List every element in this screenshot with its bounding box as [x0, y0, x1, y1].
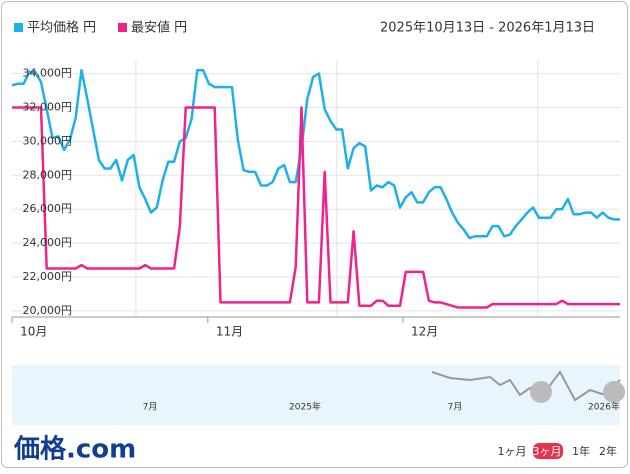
navigator-handle[interactable]: [530, 381, 552, 403]
x-tick-label: 12月: [411, 325, 438, 339]
x-tick-label: 10月: [20, 325, 47, 339]
y-tick-label: 26,000円: [23, 202, 73, 215]
range-button[interactable]: 2年: [599, 444, 617, 458]
range-button[interactable]: 3ヶ月: [533, 445, 562, 458]
legend-label[interactable]: 平均価格 円: [27, 20, 96, 36]
y-tick-label: 20,000円: [23, 304, 73, 317]
range-button[interactable]: 1ヶ月: [498, 445, 527, 458]
navigator-label: 2025年: [289, 401, 321, 413]
legend-swatch: [14, 23, 23, 32]
navigator: [12, 365, 620, 425]
navigator-label: 7月: [448, 402, 463, 413]
y-tick-label: 24,000円: [23, 236, 73, 249]
legend-swatch: [118, 23, 127, 32]
x-tick-label: 11月: [216, 325, 243, 339]
range-button[interactable]: 1年: [572, 444, 590, 458]
logo[interactable]: 価格.com: [13, 434, 136, 465]
y-tick-label: 22,000円: [23, 270, 73, 283]
legend-label[interactable]: 最安値 円: [131, 20, 187, 36]
y-tick-label: 34,000円: [23, 67, 73, 80]
y-tick-label: 32,000円: [23, 100, 73, 113]
y-tick-label: 28,000円: [23, 168, 73, 181]
range-button-bg[interactable]: [533, 443, 563, 459]
series-line: [11, 68, 620, 240]
navigator-label: 2026年: [588, 401, 620, 413]
navigator-line: [431, 370, 621, 402]
series-line: [12, 106, 620, 309]
y-tick-label: 30,000円: [23, 134, 73, 147]
navigator-handle[interactable]: [603, 381, 625, 403]
navigator-label: 7月: [143, 402, 158, 413]
date-range: 2025年10月13日 - 2026年1月13日: [380, 21, 595, 36]
